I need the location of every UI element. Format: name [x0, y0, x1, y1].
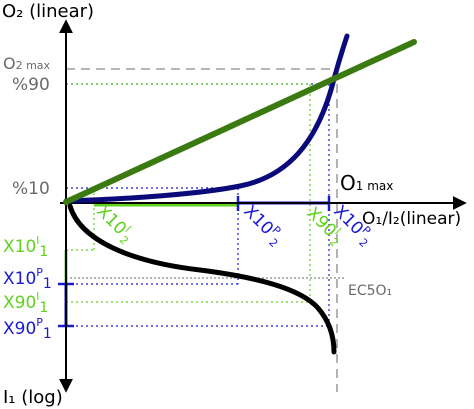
y-axis-bottom-label: I₁ (log) — [3, 387, 63, 408]
o2max-label: O2 max — [3, 54, 51, 73]
y-axis-label: O₂ (linear) — [2, 1, 94, 22]
ec50-label: EC5O₁ — [348, 283, 392, 299]
x10p1-label: X10P1 — [3, 266, 52, 292]
pct10-label: %10 — [12, 179, 50, 199]
x10l1-label: X10l1 — [3, 234, 48, 260]
pct90-label: %90 — [12, 75, 50, 95]
x90p1-label: X90P1 — [3, 316, 52, 342]
o1max-label: O1 max — [340, 171, 393, 195]
logistic-response-curve — [63, 33, 350, 204]
x90l1-label: X90l1 — [3, 290, 48, 316]
x10p2-label: X10P2 — [238, 200, 288, 250]
inhibition-curve — [67, 203, 337, 355]
x-axis-label: O₁/I₂(linear) — [362, 209, 461, 229]
linear-response-line — [63, 39, 417, 205]
